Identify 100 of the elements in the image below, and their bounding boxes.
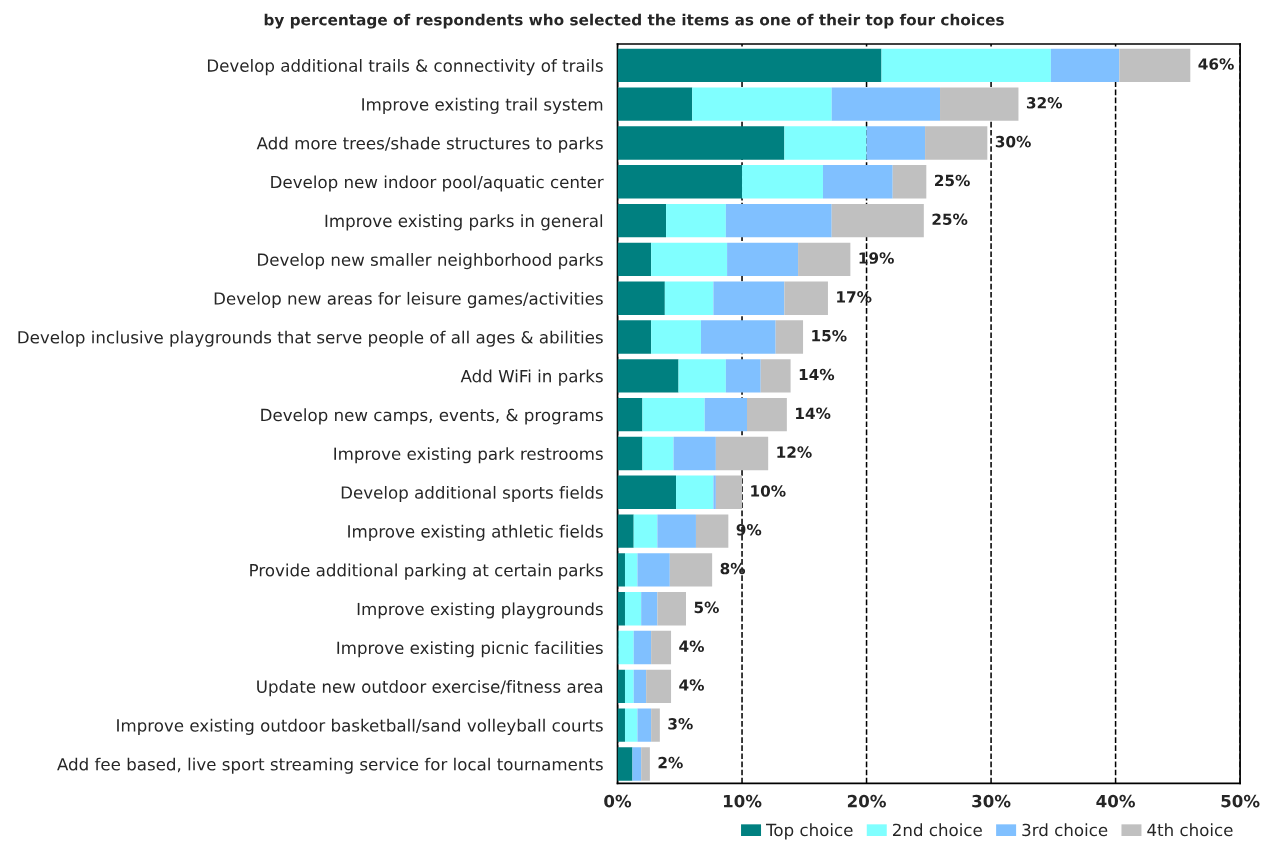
x-tick-label: 40% <box>1096 794 1135 808</box>
bar <box>642 397 705 432</box>
y-tick-label: Improve existing picnic facilities <box>337 641 603 658</box>
bar <box>700 320 776 354</box>
bar <box>831 87 941 121</box>
total-label: 32% <box>1026 97 1063 109</box>
y-tick-label: Improve existing athletic fields <box>348 524 603 541</box>
bar <box>617 165 743 199</box>
total-label: 15% <box>812 329 847 342</box>
y-tick-label: Update new outdoor exercise/fitness area <box>257 680 603 697</box>
total-label: 4% <box>679 640 704 652</box>
y-tick-label: Improve existing outdoor basketball/sand volleyball courts <box>117 718 603 735</box>
total-label: 9% <box>736 523 762 536</box>
bar <box>725 359 761 393</box>
bar <box>657 514 696 548</box>
bar <box>727 242 799 277</box>
bar <box>618 630 634 665</box>
total-label: 17% <box>837 291 872 303</box>
y-tick-label: Develop additional sports fields <box>341 485 603 503</box>
bar <box>617 126 785 160</box>
bar <box>624 592 642 626</box>
bar <box>715 475 743 509</box>
bar <box>651 242 728 277</box>
total-label: 19% <box>859 252 894 264</box>
bar <box>1119 48 1191 83</box>
legend-label: 2nd choice <box>892 823 982 837</box>
bar <box>831 203 924 238</box>
bar <box>632 747 642 781</box>
bar <box>624 553 638 587</box>
legend-label: Top choice <box>765 823 853 840</box>
bar <box>617 203 667 238</box>
bar <box>925 126 988 160</box>
bar <box>715 436 769 471</box>
bar <box>676 475 714 509</box>
bar <box>617 320 652 354</box>
bar <box>678 359 726 393</box>
y-tick-label: Develop new camps, events, & programs <box>261 408 603 425</box>
bar <box>760 359 791 393</box>
bar <box>617 436 643 471</box>
bar <box>657 592 686 626</box>
bar <box>617 397 643 432</box>
x-tick-label: 30% <box>972 794 1011 808</box>
bar <box>669 553 713 587</box>
bar <box>617 87 693 121</box>
bar <box>651 630 672 665</box>
bar <box>866 126 926 160</box>
y-tick-label: Add fee based, live sport streaming service for local tournaments <box>57 757 603 774</box>
bar <box>822 165 893 199</box>
y-tick-label: Improve existing trail system <box>362 97 603 114</box>
y-tick-label: Provide additional parking at certain parks <box>250 563 603 580</box>
bar <box>624 708 638 742</box>
bar <box>695 514 729 548</box>
total-label: 12% <box>777 446 812 458</box>
bar <box>704 397 748 432</box>
bar <box>713 475 716 509</box>
bar <box>624 669 634 704</box>
bar <box>617 592 625 626</box>
bar <box>747 397 787 432</box>
bar <box>641 592 658 626</box>
x-tick-label: 50% <box>1221 794 1260 808</box>
bar <box>617 281 665 315</box>
y-tick-label: Add WiFi in parks <box>460 369 603 386</box>
bar <box>692 87 832 121</box>
y-tick-label: Develop new areas for leisure games/activities <box>214 291 603 309</box>
bar <box>798 242 851 277</box>
bar <box>617 475 677 509</box>
total-label: 4% <box>679 679 704 691</box>
bar <box>784 126 867 160</box>
bar <box>673 436 716 471</box>
bar <box>664 281 714 315</box>
bar <box>651 708 660 742</box>
total-label: 2% <box>658 756 683 769</box>
bar <box>617 514 634 548</box>
bar <box>641 747 650 781</box>
bar <box>637 708 652 742</box>
bar <box>633 514 658 548</box>
y-tick-label: Improve existing park restrooms <box>334 447 603 464</box>
total-label: 14% <box>799 368 835 381</box>
total-label: 46% <box>1198 58 1234 70</box>
bar <box>617 708 625 742</box>
total-label: 25% <box>932 213 968 226</box>
bar <box>881 48 1051 83</box>
y-tick-label: Develop new indoor pool/aquatic center <box>271 175 604 192</box>
bar <box>775 320 804 354</box>
total-label: 30% <box>995 135 1031 148</box>
total-label: 25% <box>935 174 970 187</box>
bar <box>637 553 670 587</box>
bar <box>725 203 832 238</box>
y-tick-label: Add more trees/shade structures to parks <box>256 136 603 153</box>
legend-label: 4th choice <box>1147 823 1233 837</box>
y-tick-label: Improve existing playgrounds <box>357 602 603 619</box>
bar <box>617 553 625 587</box>
bar <box>617 359 679 393</box>
x-tick-label: 0% <box>604 794 632 808</box>
chart-title: by percentage of respondents who selected the items as one of their top four choices <box>264 13 1004 29</box>
legend-label: 3rd choice <box>1022 823 1108 837</box>
bar <box>713 281 785 315</box>
total-label: 8% <box>720 562 746 575</box>
bar <box>617 242 652 277</box>
bar <box>633 630 652 665</box>
